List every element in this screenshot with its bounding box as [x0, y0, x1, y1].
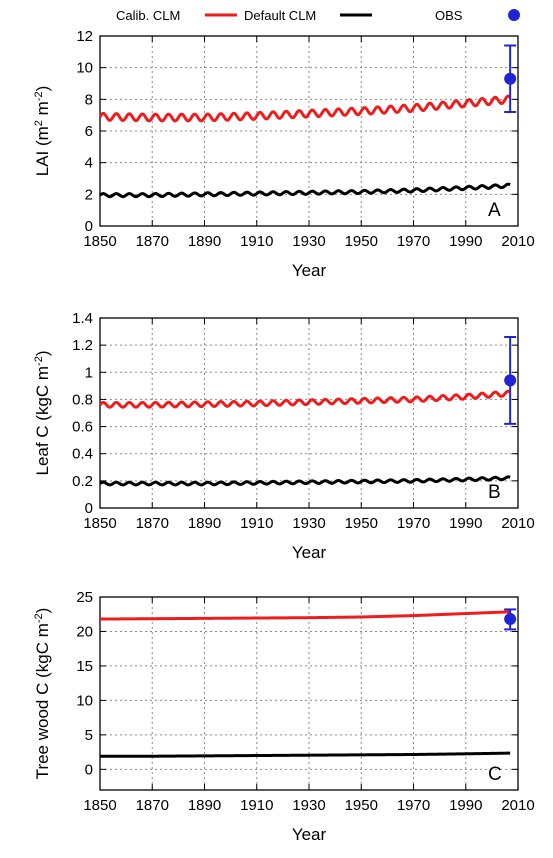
- x-tick-label: 1870: [136, 515, 169, 532]
- panel-label: B: [488, 482, 501, 503]
- y-tick-label: 5: [85, 727, 93, 744]
- y-tick-label: 2: [85, 186, 93, 203]
- legend-label-obs: OBS: [435, 8, 463, 23]
- x-tick-label: 1850: [83, 515, 116, 532]
- panel-leaf-carbon: 1850 1870 1890 1910 1930 1950 1970 1990 2010 0 0.2…: [33, 310, 535, 562]
- panel-label: C: [488, 764, 502, 785]
- y-tick-label: 20: [76, 623, 93, 640]
- x-tick-label: 1950: [345, 797, 378, 814]
- x-tick-label: 1890: [188, 797, 221, 814]
- x-axis-label: Year: [292, 543, 327, 562]
- x-tick-label: 2010: [501, 515, 534, 532]
- y-tick-label: 6: [85, 123, 93, 140]
- y-tick-label: 0.6: [72, 419, 93, 436]
- obs-point: [504, 72, 517, 85]
- y-tick-label: 0: [85, 761, 93, 778]
- x-tick-label: 1890: [188, 233, 221, 250]
- y-tick-label: 0.2: [72, 473, 93, 490]
- x-tick-label: 1850: [83, 797, 116, 814]
- series-line-default: [99, 475, 511, 487]
- x-tick-label: 1910: [240, 233, 273, 250]
- y-tick-label: 4: [85, 155, 93, 172]
- series-line-default: [99, 751, 511, 758]
- y-tick-label: 0.4: [72, 446, 93, 463]
- panel-wood-carbon: 1850 1870 1890 1910 1930 1950 1970 1990 2010 0 5 10…: [33, 589, 535, 844]
- x-tick-label: 1950: [345, 515, 378, 532]
- x-tick-label: 1970: [397, 233, 430, 250]
- x-tick-label: 1890: [188, 515, 221, 532]
- y-tick-label: 25: [76, 589, 93, 606]
- legend: Calib. CLM Default CLM OBS: [116, 8, 520, 23]
- x-axis-label: Year: [292, 261, 327, 280]
- series-line-calibrated: [98, 94, 512, 123]
- series-line-default: [99, 182, 511, 199]
- y-tick-label: 0: [85, 500, 93, 517]
- panel-label: A: [488, 200, 501, 221]
- legend-label-calibrated: Calib. CLM: [116, 8, 180, 23]
- x-tick-label: 1930: [292, 233, 325, 250]
- panels: 1850 1870 1890 1910 1930 1950 1970 1990 20100246…: [33, 28, 535, 844]
- y-tick-label: 12: [76, 28, 93, 45]
- x-tick-label: 1970: [397, 797, 430, 814]
- y-tick-label: 0: [85, 218, 93, 235]
- obs-point: [504, 374, 517, 387]
- y-tick-label: 10: [76, 692, 93, 709]
- x-tick-label: 1870: [136, 797, 169, 814]
- x-tick-label: 1850: [83, 233, 116, 250]
- panel-lai: 1850 1870 1890 1910 1930 1950 1970 1990 2010 0 2 4 6…: [33, 28, 535, 280]
- x-axis-label: Year: [292, 825, 327, 844]
- series-line-calibrated: [99, 610, 511, 621]
- y-tick-label: 10: [76, 60, 93, 77]
- x-tick-label: 1950: [345, 233, 378, 250]
- x-tick-label: 1910: [240, 515, 273, 532]
- legend-marker-obs: [508, 9, 520, 21]
- x-tick-label: 2010: [501, 233, 534, 250]
- y-axis-label: Tree wood C (kgC m-2): [33, 608, 52, 780]
- y-tick-label: 1.4: [72, 310, 93, 327]
- y-tick-label: 1: [85, 364, 93, 381]
- x-tick-label: 1990: [449, 233, 482, 250]
- y-tick-label: 1.2: [72, 337, 93, 354]
- x-tick-label: 2010: [501, 797, 534, 814]
- legend-label-default: Default CLM: [244, 8, 316, 23]
- series-line-calibrated: [98, 389, 511, 409]
- y-tick-label: 0.8: [72, 391, 93, 408]
- x-tick-label: 1990: [449, 797, 482, 814]
- y-tick-label: 8: [85, 91, 93, 108]
- y-axis-label: LAI (m2 m-2): [33, 86, 52, 177]
- x-tick-label: 1930: [292, 797, 325, 814]
- x-tick-label: 1870: [136, 233, 169, 250]
- y-tick-label: 15: [76, 658, 93, 675]
- x-tick-label: 1910: [240, 797, 273, 814]
- x-tick-label: 1970: [397, 515, 430, 532]
- x-tick-label: 1990: [449, 515, 482, 532]
- y-axis-label: Leaf C (kgC m-2): [33, 350, 52, 475]
- x-tick-label: 1930: [292, 515, 325, 532]
- obs-point: [504, 613, 517, 626]
